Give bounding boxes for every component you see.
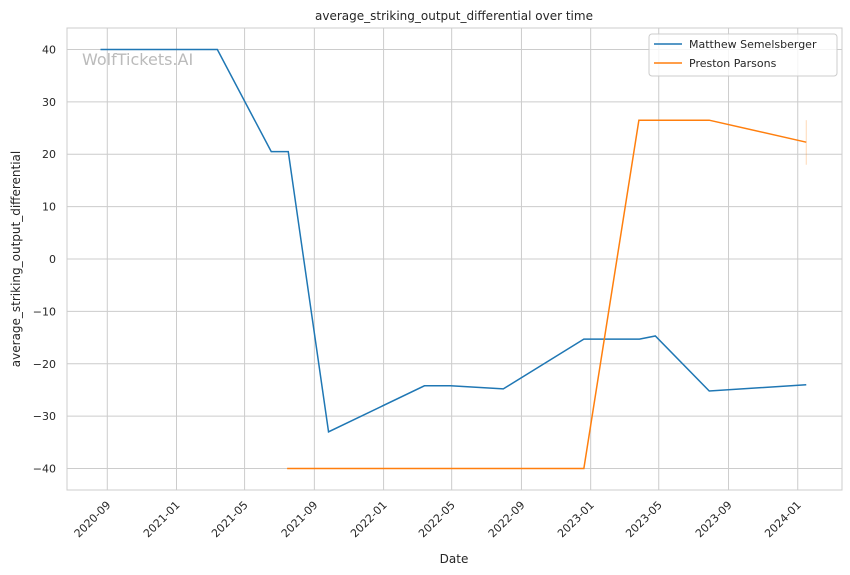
y-tick-label: −40 (33, 463, 56, 476)
x-tick-label: 2024-01 (762, 499, 804, 541)
legend: Matthew Semelsberger Preston Parsons (648, 33, 838, 77)
x-tick-label: 2021-05 (209, 499, 251, 541)
watermark: WolfTickets.AI (82, 50, 193, 69)
x-tick-label: 2022-05 (416, 499, 458, 541)
y-tick-label: 10 (42, 201, 56, 214)
chart-title: average_striking_output_differential ove… (315, 9, 593, 23)
y-axis-label: average_striking_output_differential (9, 151, 23, 367)
y-tick-label: 20 (42, 148, 56, 161)
legend-label-matthew: Matthew Semelsberger (689, 38, 817, 51)
x-tick-label: 2023-09 (693, 499, 735, 541)
x-tick-label: 2021-01 (141, 499, 183, 541)
y-tick-label: −30 (33, 410, 56, 423)
y-tick-label: 40 (42, 43, 56, 56)
y-tick-label: 30 (42, 96, 56, 109)
x-tick-label: 2022-01 (348, 499, 390, 541)
x-tick-label: 2022-09 (486, 499, 528, 541)
series-line-0 (100, 48, 807, 433)
x-axis-label: Date (440, 552, 469, 566)
x-tick-label: 2023-05 (623, 499, 665, 541)
x-tick-label: 2021-09 (279, 499, 321, 541)
y-tick-label: 0 (49, 253, 56, 266)
x-tick-label: 2020-09 (72, 499, 114, 541)
plot-frame (66, 27, 843, 491)
y-tick-label: −20 (33, 358, 56, 371)
legend-label-preston: Preston Parsons (689, 57, 777, 70)
series-line-1 (287, 119, 807, 470)
y-tick-label: −10 (33, 305, 56, 318)
x-tick-label: 2023-01 (555, 499, 597, 541)
